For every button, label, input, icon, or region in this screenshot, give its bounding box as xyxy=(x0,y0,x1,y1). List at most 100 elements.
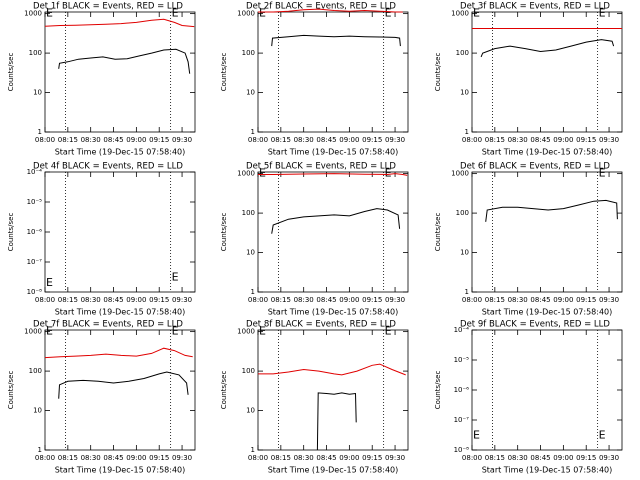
panel-title: Det 2f BLACK = Events, RED = LLD xyxy=(246,2,396,12)
data-line xyxy=(258,363,406,376)
y-axis-label: Counts/sec xyxy=(220,371,228,410)
x-tick-label: 08:00 xyxy=(35,296,55,304)
y-tick-label: 1000 xyxy=(451,10,469,18)
plot-frame xyxy=(257,329,409,451)
y-tick-label: 100 xyxy=(242,209,255,217)
x-tick-label: 09:30 xyxy=(599,296,619,304)
panel-title: Det 3f BLACK = Events, RED = LLD xyxy=(460,2,610,12)
x-axis-label: Start Time (19-Dec-15 07:58:40) xyxy=(482,466,613,475)
x-tick-label: 08:45 xyxy=(530,454,550,462)
x-axis-label: Start Time (19-Dec-15 07:58:40) xyxy=(55,466,186,475)
panel-title: Det 7f BLACK = Events, RED = LLD xyxy=(33,320,183,330)
y-tick-label: 1 xyxy=(251,446,255,454)
y-tick-label: 10⁻⁸ xyxy=(27,288,43,296)
x-tick-label: 09:15 xyxy=(362,454,382,462)
x-tick-label: 09:30 xyxy=(172,296,192,304)
y-tick-label: 10 xyxy=(246,407,255,415)
x-tick-label: 08:15 xyxy=(485,454,505,462)
x-tick-label: 09:15 xyxy=(362,136,382,144)
y-tick-label: 1000 xyxy=(24,10,42,18)
y-tick-label: 10⁻⁴ xyxy=(454,326,470,334)
x-tick-label: 08:30 xyxy=(508,454,528,462)
data-line xyxy=(271,34,401,47)
annotation: E xyxy=(46,7,53,20)
annotation: E xyxy=(259,325,266,338)
panel-title: Det 9f BLACK = Events, RED = LLD xyxy=(460,320,610,330)
x-tick-label: 09:30 xyxy=(599,454,619,462)
x-tick-label: 09:00 xyxy=(339,296,359,304)
panel-title: Det 5f BLACK = Events, RED = LLD xyxy=(246,162,396,172)
x-tick-label: 08:30 xyxy=(81,454,101,462)
annotation: E xyxy=(46,276,53,289)
annotation: E xyxy=(473,429,480,442)
y-tick-label: 10 xyxy=(246,249,255,257)
x-axis-label: Start Time (19-Dec-15 07:58:40) xyxy=(268,148,399,157)
y-tick-label: 10⁻⁷ xyxy=(27,258,43,266)
plot-frame xyxy=(257,171,409,293)
y-tick-label: 10 xyxy=(460,249,469,257)
x-tick-label: 08:15 xyxy=(271,136,291,144)
y-tick-label: 1 xyxy=(251,288,255,296)
plot-frame xyxy=(471,11,623,133)
plot-frame xyxy=(44,11,196,133)
x-tick-label: 08:00 xyxy=(462,296,482,304)
y-tick-label: 1000 xyxy=(24,328,42,336)
y-tick-label: 1000 xyxy=(237,328,255,336)
data-line xyxy=(271,208,401,234)
x-tick-label: 09:15 xyxy=(576,454,596,462)
annotation: E xyxy=(46,325,53,338)
x-tick-label: 08:15 xyxy=(58,296,78,304)
y-tick-label: 10 xyxy=(33,89,42,97)
x-tick-label: 08:45 xyxy=(530,296,550,304)
annotation: E xyxy=(385,325,392,338)
x-tick-label: 08:30 xyxy=(294,454,314,462)
y-tick-label: 10⁻⁵ xyxy=(454,356,470,364)
x-tick-label: 08:45 xyxy=(316,296,336,304)
x-tick-label: 08:30 xyxy=(294,136,314,144)
x-axis-label: Start Time (19-Dec-15 07:58:40) xyxy=(482,308,613,317)
x-tick-label: 09:00 xyxy=(339,136,359,144)
annotation: E xyxy=(172,7,179,20)
plot-frame xyxy=(471,171,623,293)
y-axis-label: Counts/sec xyxy=(434,53,442,92)
annotation: E xyxy=(385,7,392,20)
x-tick-label: 09:15 xyxy=(576,136,596,144)
data-line xyxy=(258,173,408,176)
x-axis-label: Start Time (19-Dec-15 07:58:40) xyxy=(55,308,186,317)
x-tick-label: 08:15 xyxy=(271,454,291,462)
panel-title: Det 1f BLACK = Events, RED = LLD xyxy=(33,2,183,12)
x-tick-label: 09:00 xyxy=(339,454,359,462)
x-axis-label: Start Time (19-Dec-15 07:58:40) xyxy=(268,308,399,317)
annotation: E xyxy=(385,167,392,180)
x-tick-label: 09:00 xyxy=(553,454,573,462)
x-tick-label: 08:45 xyxy=(316,136,336,144)
x-tick-label: 08:30 xyxy=(81,136,101,144)
x-tick-label: 09:00 xyxy=(553,296,573,304)
x-tick-label: 08:15 xyxy=(58,454,78,462)
x-tick-label: 08:30 xyxy=(508,296,528,304)
x-tick-label: 08:00 xyxy=(248,136,268,144)
x-tick-label: 09:30 xyxy=(385,454,405,462)
data-line xyxy=(58,371,189,399)
x-tick-label: 09:30 xyxy=(599,136,619,144)
annotation: E xyxy=(473,7,480,20)
y-tick-label: 100 xyxy=(242,49,255,57)
x-tick-label: 09:15 xyxy=(149,296,169,304)
y-tick-label: 100 xyxy=(242,367,255,375)
x-tick-label: 08:00 xyxy=(462,454,482,462)
annotation: E xyxy=(599,167,606,180)
y-tick-label: 100 xyxy=(29,49,42,57)
y-axis-label: Counts/sec xyxy=(7,213,15,252)
annotation: E xyxy=(172,271,179,284)
x-axis-label: Start Time (19-Dec-15 07:58:40) xyxy=(482,148,613,157)
x-tick-label: 09:15 xyxy=(149,136,169,144)
y-axis-label: Counts/sec xyxy=(7,371,15,410)
data-line xyxy=(485,199,618,222)
annotation: E xyxy=(599,429,606,442)
x-tick-label: 09:00 xyxy=(553,136,573,144)
x-axis-label: Start Time (19-Dec-15 07:58:40) xyxy=(55,148,186,157)
x-tick-label: 08:45 xyxy=(316,454,336,462)
x-tick-label: 08:00 xyxy=(35,454,55,462)
x-tick-label: 09:00 xyxy=(126,136,146,144)
